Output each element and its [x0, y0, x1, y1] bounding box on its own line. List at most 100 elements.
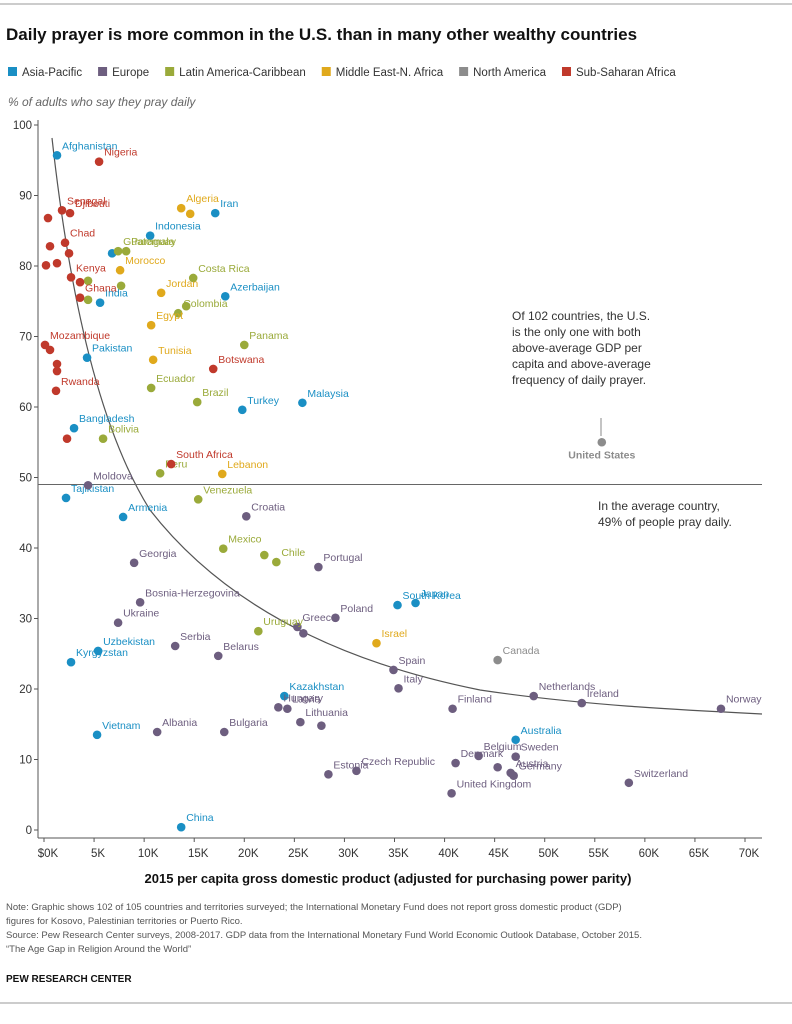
trend-curve: [51, 137, 763, 715]
data-point: [193, 495, 203, 504]
point-label: Bulgaria: [229, 717, 268, 729]
legend-swatch: [8, 67, 17, 76]
data-point: [170, 641, 180, 651]
data-point: [411, 598, 420, 608]
data-point: [394, 683, 403, 693]
x-tick-label: $0K: [38, 848, 59, 860]
x-tick-label: 10K: [138, 848, 159, 860]
data-point: [241, 511, 251, 521]
data-point: [146, 383, 156, 393]
footnote: Note: Graphic shows 102 of 105 countries…: [6, 902, 622, 913]
point-label: Portugal: [323, 552, 362, 564]
data-point: [60, 238, 70, 248]
data-point: [716, 704, 726, 714]
data-point: [173, 308, 183, 318]
point-label: Iran: [220, 198, 238, 210]
point-label: Brazil: [202, 387, 228, 399]
data-point: [254, 626, 263, 636]
data-point: [317, 721, 326, 730]
x-tick-label: 35K: [388, 848, 409, 860]
us-annotation: capita and above-average: [512, 357, 651, 371]
point-label: South Africa: [176, 449, 233, 461]
point-label: Botswana: [218, 354, 264, 366]
point-label: Austria: [516, 758, 549, 770]
data-point: [188, 273, 198, 283]
x-axis-label: 2015 per capita gross domestic product (…: [145, 871, 632, 886]
legend-swatch: [459, 67, 469, 76]
point-label: Panama: [249, 330, 288, 342]
legend-label: Latin America-Caribbean: [179, 67, 306, 79]
data-point: [393, 600, 402, 610]
data-point: [493, 762, 502, 772]
footnote: “The Age Gap in Religion Around the Worl…: [6, 944, 191, 955]
y-tick-label: 70: [19, 332, 32, 344]
point-label: Ukraine: [123, 608, 159, 620]
x-tick-label: 70K: [739, 848, 760, 860]
point-label: Georgia: [139, 548, 177, 560]
point-label: Rwanda: [61, 376, 100, 388]
data-point: [94, 157, 104, 166]
point-label: Japan: [421, 588, 450, 600]
point-label: Ghana: [85, 283, 117, 295]
average-annotation: 49% of people pray daily.: [598, 515, 732, 529]
data-point: [218, 544, 228, 554]
point-label: Chile: [281, 547, 305, 559]
point-label: Canada: [503, 645, 540, 657]
point-label: Mozambique: [50, 330, 110, 342]
data-point: [181, 301, 191, 311]
x-tick-label: 55K: [589, 848, 610, 860]
point-label: Mexico: [228, 534, 261, 546]
data-point: [299, 629, 308, 638]
point-label: Indonesia: [155, 221, 201, 233]
chart-title: Daily prayer is more common in the U.S. …: [6, 25, 637, 44]
legend-label: Middle East-N. Africa: [336, 67, 444, 79]
footnote: figures for Kosovo, Palestinian territor…: [6, 916, 243, 927]
data-point: [75, 277, 85, 287]
data-point: [66, 657, 76, 667]
data-point: [61, 493, 71, 503]
point-label: Senegal: [67, 195, 106, 207]
x-tick-label: 40K: [438, 848, 459, 860]
data-point: [274, 703, 283, 712]
point-label: Guatemala: [123, 236, 175, 248]
point-label: Netherlands: [539, 681, 596, 693]
point-label: Czech Republic: [361, 756, 435, 768]
data-point: [166, 459, 176, 469]
x-tick-label: 60K: [639, 848, 660, 860]
point-label: United Kingdom: [457, 778, 532, 790]
point-label: Lebanon: [227, 459, 268, 471]
point-label: Costa Rica: [198, 263, 250, 275]
legend-swatch: [98, 67, 108, 76]
data-point: [121, 246, 131, 256]
point-label: Algeria: [186, 193, 219, 205]
data-point: [148, 355, 158, 365]
point-label: Albania: [162, 717, 197, 729]
data-point: [95, 298, 105, 307]
data-point: [474, 751, 483, 761]
x-tick-label: 65K: [689, 848, 710, 860]
data-point: [146, 320, 156, 330]
data-point: [83, 276, 93, 286]
data-point: [260, 550, 269, 560]
data-point: [314, 562, 323, 572]
data-point: [577, 698, 587, 708]
data-point: [66, 272, 76, 282]
point-label: Italy: [404, 673, 424, 685]
legend-swatch: [561, 67, 571, 76]
data-point: [176, 203, 186, 213]
data-point: [352, 766, 361, 776]
data-point: [51, 386, 61, 396]
data-point: [176, 822, 186, 832]
x-tick-label: 15K: [188, 848, 209, 860]
point-label: Tajikistan: [71, 483, 114, 495]
x-tick-label: 45K: [488, 848, 509, 860]
legend-label: Europe: [112, 67, 149, 79]
data-point: [597, 437, 607, 447]
data-point: [511, 735, 520, 745]
data-point: [52, 151, 62, 160]
data-point: [82, 353, 92, 362]
y-tick-label: 40: [19, 543, 32, 555]
average-annotation: In the average country,: [598, 499, 720, 513]
data-point: [529, 691, 538, 701]
data-point: [155, 468, 165, 478]
